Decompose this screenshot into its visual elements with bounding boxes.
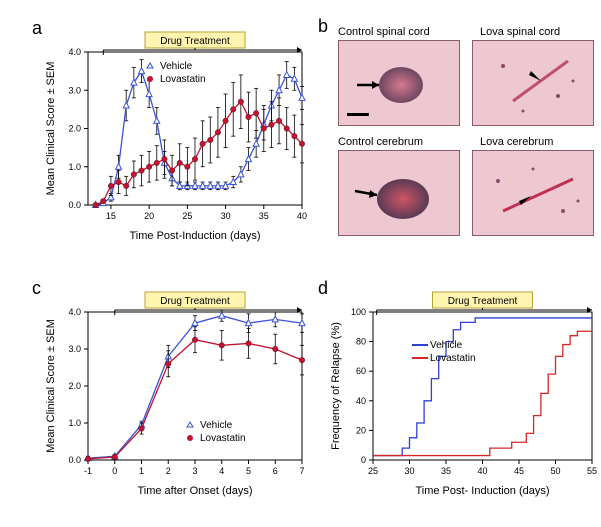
- svg-text:80: 80: [356, 337, 366, 347]
- svg-text:Drug Treatment: Drug Treatment: [160, 296, 230, 307]
- svg-text:35: 35: [259, 211, 269, 221]
- svg-text:20: 20: [144, 211, 154, 221]
- svg-text:1.0: 1.0: [68, 162, 81, 172]
- svg-text:7: 7: [299, 466, 304, 476]
- svg-text:50: 50: [550, 466, 560, 476]
- svg-text:30: 30: [404, 466, 414, 476]
- panel-b-bl-label: Control cerebrum: [338, 136, 423, 148]
- svg-text:2.0: 2.0: [68, 381, 81, 391]
- svg-text:2.0: 2.0: [68, 124, 81, 134]
- panel-b-tr-label: Lova spinal cord: [480, 26, 560, 38]
- svg-text:0.0: 0.0: [68, 200, 81, 210]
- panel-b-bl-image: [338, 150, 460, 236]
- svg-text:100: 100: [351, 307, 366, 317]
- svg-text:Frequency of Relapse (%): Frequency of Relapse (%): [330, 322, 342, 450]
- svg-text:Time after Onset (days): Time after Onset (days): [137, 485, 252, 497]
- svg-text:3: 3: [192, 466, 197, 476]
- svg-text:20: 20: [356, 425, 366, 435]
- svg-text:4: 4: [219, 466, 224, 476]
- svg-text:Drug Treatment: Drug Treatment: [448, 296, 518, 307]
- svg-text:Vehicle: Vehicle: [430, 340, 463, 351]
- svg-text:Lovastatin: Lovastatin: [200, 433, 246, 444]
- svg-text:25: 25: [182, 211, 192, 221]
- panel-a-chart: 15 20 25 30 35 40 0.0 1.0 2.0 3.0 4.0 Time Post-Ind…: [40, 30, 310, 245]
- svg-text:40: 40: [477, 466, 487, 476]
- panel-b-br-label: Lova cerebrum: [480, 136, 553, 148]
- svg-text:0: 0: [112, 466, 117, 476]
- svg-text:0.0: 0.0: [68, 455, 81, 465]
- panel-label-b: b: [318, 16, 328, 37]
- svg-text:1: 1: [139, 466, 144, 476]
- svg-text:Mean Clinical Score ± SEM: Mean Clinical Score ± SEM: [45, 319, 57, 453]
- svg-text:55: 55: [587, 466, 597, 476]
- svg-text:60: 60: [356, 366, 366, 376]
- svg-text:Time Post-Induction (days): Time Post-Induction (days): [129, 230, 260, 242]
- svg-text:Lovastatin: Lovastatin: [430, 353, 476, 364]
- svg-text:3.0: 3.0: [68, 85, 81, 95]
- panel-c-chart: -1 0 1 2 3 4 5 6 7 0.0 1.0 2.0 3.0 4.0 Time after Onse…: [40, 290, 310, 500]
- svg-text:1.0: 1.0: [68, 418, 81, 428]
- panel-b-br-image: [472, 150, 594, 236]
- svg-text:2: 2: [166, 466, 171, 476]
- svg-text:35: 35: [441, 466, 451, 476]
- svg-text:Vehicle: Vehicle: [160, 61, 193, 72]
- svg-text:3.0: 3.0: [68, 344, 81, 354]
- svg-text:40: 40: [297, 211, 307, 221]
- svg-text:Lovastatin: Lovastatin: [160, 74, 206, 85]
- panel-b-tr-image: [472, 40, 594, 126]
- svg-text:40: 40: [356, 396, 366, 406]
- panel-b-tl-image: [338, 40, 460, 126]
- svg-text:15: 15: [106, 211, 116, 221]
- svg-text:30: 30: [221, 211, 231, 221]
- panel-d-chart: 25 30 35 40 45 50 55 0 20 40 60 80 100 Time Post- Ind…: [325, 290, 600, 500]
- svg-text:6: 6: [273, 466, 278, 476]
- svg-text:Drug Treatment: Drug Treatment: [160, 36, 230, 47]
- svg-text:Vehicle: Vehicle: [200, 420, 233, 431]
- svg-text:5: 5: [246, 466, 251, 476]
- svg-text:25: 25: [368, 466, 378, 476]
- svg-text:45: 45: [514, 466, 524, 476]
- svg-text:-1: -1: [84, 466, 92, 476]
- svg-text:4.0: 4.0: [68, 47, 81, 57]
- svg-text:Time Post- Induction (days): Time Post- Induction (days): [415, 485, 549, 497]
- panel-b-tl-label: Control spinal cord: [338, 26, 430, 38]
- figure: a b c d 1520253035400.01.02.03.04.0Time …: [10, 10, 601, 517]
- svg-text:Mean Clinical Score ± SEM: Mean Clinical Score ± SEM: [45, 62, 57, 196]
- svg-text:0: 0: [361, 455, 366, 465]
- svg-text:4.0: 4.0: [68, 307, 81, 317]
